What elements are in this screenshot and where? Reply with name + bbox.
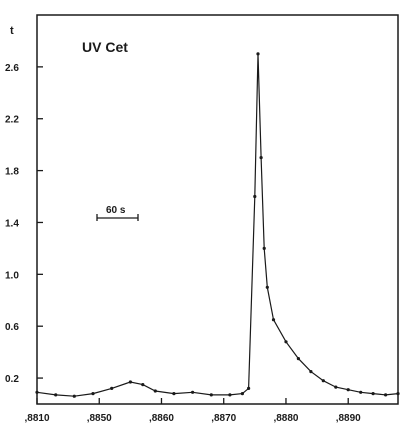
data-point	[259, 156, 263, 160]
data-point	[371, 392, 375, 396]
y-tick-label: 2.6	[5, 63, 19, 74]
y-tick-label: 2.2	[5, 115, 19, 126]
data-point	[346, 388, 350, 392]
x-tick-label: ,8860	[149, 413, 174, 424]
scale-bar-label: 60 s	[106, 205, 126, 216]
data-point	[321, 379, 325, 383]
data-point	[209, 393, 213, 397]
data-point	[265, 285, 269, 289]
y-tick-label: 0.2	[5, 374, 19, 385]
data-point	[359, 390, 363, 394]
y-tick-label: 0.6	[5, 322, 19, 333]
data-point	[91, 392, 95, 396]
data-point	[384, 393, 388, 397]
data-point	[256, 52, 260, 56]
data-point	[247, 386, 251, 390]
data-point	[153, 389, 157, 393]
data-point	[191, 390, 195, 394]
data-point	[128, 380, 132, 384]
data-point	[228, 393, 232, 397]
data-point	[141, 383, 145, 387]
y-axis-label: t	[10, 25, 14, 37]
data-point	[35, 390, 39, 394]
data-point	[334, 385, 338, 389]
x-tick-label: ,8810	[24, 413, 49, 424]
y-tick-label: 1.4	[5, 218, 19, 229]
chart-title: UV Cet	[82, 39, 128, 55]
data-point	[72, 394, 76, 398]
data-point	[296, 357, 300, 361]
data-point	[172, 392, 176, 396]
y-tick-label: 1.0	[5, 270, 19, 281]
x-tick-label: ,8880	[273, 413, 298, 424]
data-point	[262, 246, 266, 250]
x-tick-label: ,8870	[211, 413, 236, 424]
data-point	[309, 370, 313, 374]
x-tick-label: ,8850	[87, 413, 112, 424]
y-ticks: 0.2 0.6 1.0 1.4 1.8 2.2 2.6	[5, 63, 43, 385]
data-point	[396, 392, 400, 396]
series-points	[35, 52, 400, 398]
scale-bar: 60 s	[96, 205, 139, 221]
data-point	[253, 194, 257, 199]
data-point	[240, 392, 244, 396]
x-tick-label: ,8890	[336, 413, 361, 424]
y-tick-label: 1.8	[5, 167, 19, 178]
plot-frame	[36, 14, 399, 405]
series-line	[36, 53, 399, 397]
data-point	[284, 340, 288, 344]
data-point	[54, 393, 58, 397]
data-point	[271, 318, 276, 322]
x-ticks: ,8810 ,8850 ,8860 ,8870 ,8880 ,8890	[24, 398, 361, 424]
data-point	[110, 386, 114, 390]
